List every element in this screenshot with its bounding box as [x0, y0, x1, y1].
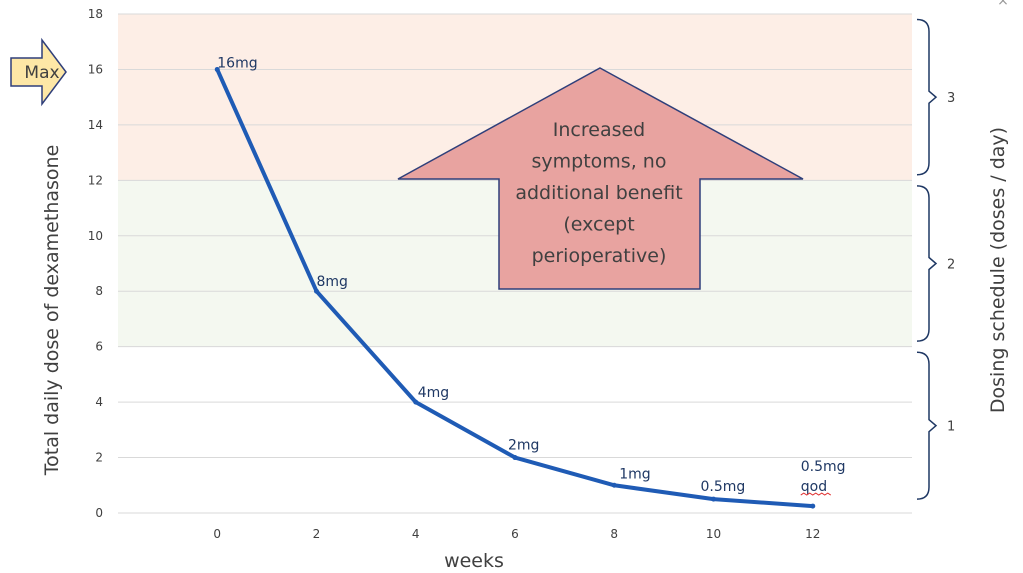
data-label-6-line2: qod [801, 479, 827, 495]
y-axis-title: Total daily dose of dexamethasone [41, 145, 63, 477]
schedule-bracket-2 [916, 185, 938, 342]
data-point-2 [413, 399, 419, 405]
up-arrow-icon [397, 67, 804, 290]
data-label-5: 0.5mg [701, 479, 746, 495]
x-tick-0: 0 [213, 527, 221, 541]
data-points [214, 66, 816, 509]
data-label-2: 4mg [418, 385, 449, 401]
y-tick-14: 14 [88, 118, 103, 132]
x-tick-10: 10 [706, 527, 721, 541]
max-arrow-annotation: Max [10, 37, 67, 107]
arrow-text-line-3: (except [563, 214, 634, 236]
max-arrow-icon [10, 37, 67, 107]
data-point-3 [512, 455, 518, 461]
schedule-bracket-1 [916, 351, 938, 500]
x-tick-2: 2 [313, 527, 321, 541]
spellcheck-underline [800, 492, 832, 496]
data-point-5 [711, 496, 716, 502]
data-label-0: 16mg [217, 55, 257, 71]
dosing-schedule-brackets: 3 2 1 [916, 18, 955, 500]
close-icon[interactable]: × [997, 0, 1009, 9]
schedule-bracket-3 [916, 18, 938, 176]
y-tick-2: 2 [95, 451, 103, 465]
x-axis-title: weeks [444, 550, 504, 572]
x-tick-8: 8 [610, 527, 618, 541]
schedule-label-2: 2 [947, 258, 955, 273]
x-tick-6: 6 [511, 527, 519, 541]
schedule-label-1: 1 [947, 420, 955, 435]
arrow-text-line-0: Increased [553, 119, 645, 141]
y-tick-10: 10 [88, 229, 103, 243]
arrow-text-line-4: perioperative) [532, 245, 667, 267]
x-tick-4: 4 [412, 527, 420, 541]
y-tick-8: 8 [95, 284, 103, 298]
data-label-1: 8mg [317, 274, 348, 290]
secondary-y-axis-title: Dosing schedule (doses / day) [987, 127, 1009, 413]
arrow-text-line-2: additional benefit [515, 182, 682, 204]
y-tick-4: 4 [95, 395, 103, 409]
increased-symptoms-arrow: Increased symptoms, no additional benefit (… [397, 67, 804, 290]
data-point-0 [214, 66, 220, 72]
y-tick-6: 6 [95, 340, 103, 354]
data-label-6: 0.5mg [801, 459, 846, 475]
y-tick-0: 0 [95, 506, 103, 520]
schedule-label-3: 3 [947, 91, 955, 106]
x-tick-labels: 0 2 4 6 8 10 12 [213, 527, 820, 541]
y-tick-labels: 0 2 4 6 8 10 12 14 16 18 [88, 7, 103, 520]
y-tick-18: 18 [88, 7, 103, 21]
data-label-3: 2mg [508, 438, 539, 454]
data-labels: 16mg 8mg 4mg 2mg 1mg 0.5mg 0.5mg qod [217, 55, 846, 496]
data-point-6 [810, 503, 816, 509]
data-point-1 [314, 288, 319, 294]
y-tick-12: 12 [88, 173, 103, 187]
data-point-4 [611, 482, 617, 488]
arrow-text-line-1: symptoms, no [532, 151, 667, 173]
x-tick-12: 12 [805, 527, 820, 541]
y-tick-16: 16 [88, 62, 103, 76]
max-label: Max [24, 63, 59, 83]
data-label-4: 1mg [619, 466, 650, 482]
arrow-annotation-text: Increased symptoms, no additional benefit (… [515, 119, 682, 267]
